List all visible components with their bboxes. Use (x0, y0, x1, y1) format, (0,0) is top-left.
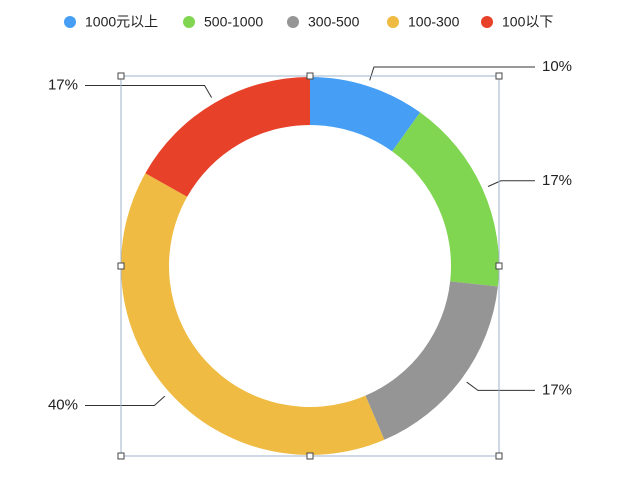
handle (495, 452, 503, 460)
data-label: 17% (542, 381, 572, 398)
legend-swatch (287, 16, 299, 28)
slice (145, 77, 310, 197)
leader-line (85, 85, 213, 98)
handle (306, 452, 314, 460)
data-label: 10% (542, 58, 572, 75)
handle (117, 262, 125, 270)
legend-label: 500-1000 (204, 14, 263, 30)
leader-line (487, 180, 535, 187)
handle (117, 452, 125, 460)
legend-label: 100以下 (502, 14, 553, 30)
legend-label: 300-500 (308, 14, 360, 30)
leader-line (466, 381, 535, 391)
data-label: 17% (542, 172, 572, 189)
data-label: 17% (48, 77, 78, 94)
handle (495, 72, 503, 80)
legend-swatch (387, 16, 399, 28)
slice (310, 77, 421, 152)
selection-box (117, 72, 503, 460)
legend-label: 1000元以上 (85, 14, 158, 30)
handle (117, 72, 125, 80)
legend-swatch (183, 16, 195, 28)
legend-label: 100-300 (408, 14, 460, 30)
slice (121, 173, 385, 455)
slice (365, 281, 498, 440)
legend-swatch (481, 16, 493, 28)
legend-swatch (64, 16, 76, 28)
handle (306, 72, 314, 80)
slice (392, 112, 499, 287)
handle (495, 262, 503, 270)
data-label: 40% (48, 396, 78, 413)
leader-line (85, 395, 166, 407)
leader-line (369, 66, 535, 81)
legend: 1000元以上 500-1000 300-500 100-300 100以下 (64, 14, 553, 30)
donut: 10% 17% 17% 40% 17% (48, 58, 572, 455)
